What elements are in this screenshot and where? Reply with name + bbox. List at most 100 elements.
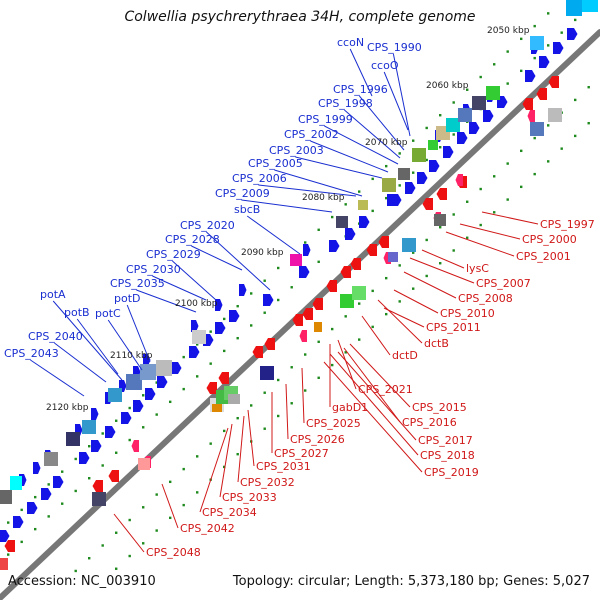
- tick-dot: [304, 241, 307, 244]
- forward-leader-line: [52, 300, 123, 381]
- tick-dot: [439, 226, 442, 229]
- reverse-gene-arrow: [378, 236, 389, 248]
- tick-dot: [398, 300, 401, 303]
- forward-gene-label: CPS_2035: [110, 277, 165, 290]
- gene-block: [548, 108, 562, 122]
- tick-dot: [506, 50, 509, 53]
- reverse-gene-arrow: [436, 188, 447, 200]
- gene-block: [382, 178, 396, 192]
- tick-dot: [425, 158, 428, 162]
- kbp-scale-label: 2090 kbp: [241, 248, 284, 258]
- gene-block: [228, 394, 240, 404]
- reverse-gene-label: CPS_2021: [358, 383, 413, 396]
- tick-dot: [344, 315, 347, 318]
- forward-gene-arrow: [525, 70, 536, 82]
- forward-gene-label: CPS_2006: [232, 172, 287, 185]
- forward-gene-arrow: [143, 354, 151, 366]
- reverse-leader-line: [481, 211, 539, 225]
- forward-gene-label: CPS_2028: [165, 233, 220, 246]
- gene-block: [138, 458, 150, 470]
- gene-block: [212, 404, 222, 412]
- tick-dot: [263, 279, 266, 282]
- tick-dot: [439, 114, 442, 117]
- forward-gene-label: CPS_2002: [284, 128, 339, 141]
- tick-dot: [155, 493, 158, 496]
- tick-dot: [439, 146, 442, 149]
- forward-gene-arrow: [91, 440, 102, 452]
- tick-dot: [236, 416, 239, 420]
- reverse-gene-arrow: [536, 88, 547, 100]
- forward-gene-label: potC: [95, 307, 121, 320]
- forward-gene-arrow: [387, 194, 395, 206]
- gene-block: [66, 432, 80, 446]
- tick-dot: [344, 351, 347, 354]
- reverse-gene-label: dctB: [424, 337, 449, 350]
- gene-block: [402, 238, 416, 252]
- tick-dot: [344, 203, 347, 206]
- gene-block: [126, 374, 142, 390]
- tick-dot: [290, 286, 293, 289]
- tick-dot: [547, 44, 550, 47]
- tick-dot: [7, 521, 10, 524]
- tick-dot: [385, 164, 388, 168]
- reverse-gene-label: gabD1: [332, 401, 368, 414]
- reverse-gene-arrow: [422, 198, 433, 210]
- gene-block: [434, 214, 446, 226]
- forward-gene-arrow: [91, 408, 99, 420]
- reverse-gene-arrow: [218, 372, 229, 384]
- tick-dot: [142, 394, 145, 397]
- reverse-gene-arrow: [108, 470, 119, 482]
- tick-dot: [223, 429, 226, 433]
- forward-gene-arrow: [263, 294, 274, 306]
- reverse-gene-label: CPS_2016: [402, 416, 457, 429]
- tick-dot: [425, 274, 428, 278]
- gene-block: [358, 200, 368, 210]
- kbp-scale-label: 2110 kbp: [110, 351, 153, 361]
- reverse-leader-line: [343, 347, 401, 423]
- tick-dot: [47, 483, 50, 486]
- reverse-gene-label: CPS_2032: [240, 476, 295, 489]
- reverse-gene-arrow: [326, 280, 337, 292]
- forward-gene-arrow: [189, 346, 200, 358]
- tick-dot: [263, 311, 266, 314]
- tick-dot: [574, 98, 577, 102]
- forward-gene-arrow: [13, 516, 24, 528]
- tick-dot: [385, 196, 388, 200]
- tick-dot: [304, 389, 307, 392]
- reverse-leader-line: [445, 231, 515, 257]
- reverse-gene-arrow: [4, 540, 15, 552]
- tick-dot: [331, 327, 334, 331]
- tick-dot: [317, 260, 320, 263]
- forward-gene-label: CPS_2020: [180, 219, 235, 232]
- forward-leader-line: [274, 169, 363, 197]
- gene-block: [530, 122, 544, 136]
- forward-leader-line: [383, 71, 409, 131]
- forward-leader-line: [310, 140, 389, 173]
- forward-gene-arrow: [359, 216, 370, 228]
- gene-block: [412, 148, 426, 162]
- forward-gene-arrow: [567, 28, 578, 40]
- gene-block: [0, 558, 8, 570]
- forward-gene-label: CPS_1998: [318, 97, 373, 110]
- tick-dot: [169, 516, 172, 520]
- kbp-scale-label: 2050 kbp: [487, 26, 530, 36]
- tick-dot: [452, 133, 455, 136]
- forward-gene-arrow: [79, 452, 90, 464]
- tick-dot: [466, 236, 469, 239]
- tick-dot: [493, 175, 496, 178]
- tick-dot: [398, 264, 401, 267]
- reverse-leader-line: [377, 299, 423, 344]
- tick-dot: [277, 266, 280, 270]
- forward-gene-arrow: [215, 322, 226, 334]
- reverse-gene-arrow: [264, 338, 275, 350]
- tick-dot: [223, 349, 226, 353]
- forward-gene-label: CPS_1996: [333, 83, 388, 96]
- gene-block: [486, 86, 500, 100]
- tick-dot: [101, 464, 104, 467]
- forward-gene-label: potD: [114, 292, 141, 305]
- tick-dot: [128, 406, 131, 410]
- tick-dot: [398, 184, 401, 187]
- tick-dot: [371, 289, 374, 293]
- tick-dot: [520, 69, 523, 73]
- forward-leader-line: [258, 184, 357, 197]
